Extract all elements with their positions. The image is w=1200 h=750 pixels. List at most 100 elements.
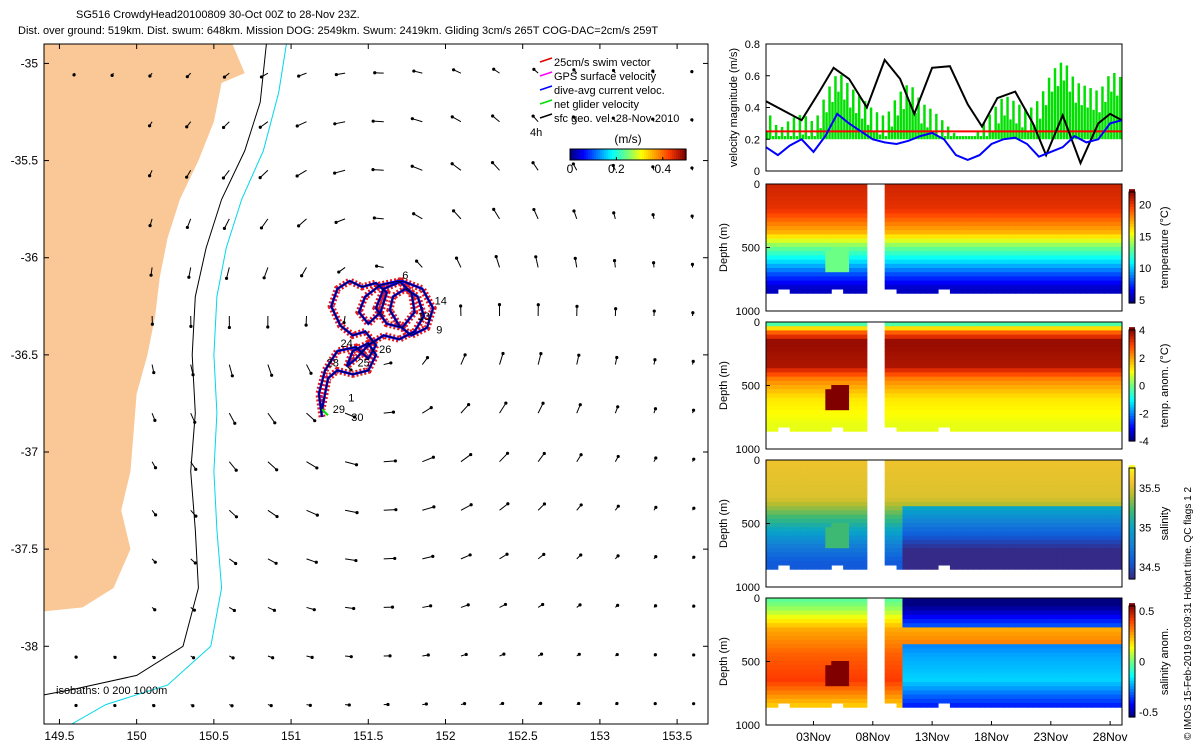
heatmap-cell	[1056, 385, 1064, 390]
heatmap-cell	[1021, 414, 1028, 420]
heatmap-cell	[1074, 221, 1081, 227]
heatmap-cell	[1027, 226, 1034, 231]
heatmap-cell	[985, 272, 992, 277]
geo-velocity-arrow-head	[611, 163, 615, 168]
heatmap-cell	[973, 359, 981, 365]
heatmap-cell	[949, 560, 957, 566]
heatmap-cell	[1003, 497, 1010, 503]
heatmap-cell	[1098, 364, 1105, 369]
heatmap-cell	[949, 410, 957, 415]
heatmap-cell	[926, 544, 933, 549]
heatmap-cell	[1009, 527, 1016, 532]
heatmap-cell	[789, 230, 797, 235]
heatmap-cell	[967, 184, 975, 189]
heatmap-cell	[1038, 410, 1046, 415]
heatmap-cell	[855, 343, 862, 348]
heatmap-cell	[920, 322, 927, 327]
heatmap-cell	[849, 468, 856, 474]
heatmap-cell	[1050, 401, 1058, 407]
heatmap-cell	[908, 196, 915, 202]
heatmap-cell	[1086, 410, 1093, 415]
heatmap-cell	[908, 493, 915, 499]
heatmap-cell	[819, 284, 826, 290]
heatmap-cell	[979, 234, 987, 240]
heatmap-cell	[843, 347, 850, 352]
heatmap-cell	[1015, 497, 1022, 503]
legend-swatch	[539, 99, 553, 105]
heatmap-cell	[1027, 192, 1034, 198]
heatmap-cell	[890, 389, 898, 394]
heatmap-cell	[967, 213, 975, 219]
heatmap-cell	[979, 401, 987, 407]
heatmap-cell	[949, 380, 957, 386]
heatmap-cell	[1050, 347, 1058, 352]
heatmap-cell	[783, 539, 791, 545]
heatmap-cell	[884, 376, 892, 382]
heatmap-cell	[801, 422, 809, 428]
heatmap-cell	[991, 401, 998, 407]
heatmap-cell	[1098, 242, 1105, 248]
geo-velocity-arrow-head	[506, 502, 510, 506]
heatmap-cell	[860, 565, 868, 570]
heatmap-cell	[1062, 276, 1070, 282]
heatmap-cell	[955, 255, 963, 261]
heatmap-cell	[807, 205, 814, 210]
heatmap-cell	[860, 497, 868, 503]
heatmap-cell	[979, 280, 987, 286]
heatmap-cell	[1003, 343, 1010, 348]
geo-velocity-arrow-head	[692, 555, 696, 559]
heatmap-cell	[1038, 460, 1046, 465]
geo-velocity-arrow	[306, 412, 316, 422]
heatmap-cell	[825, 556, 832, 562]
heatmap-cell	[985, 385, 992, 390]
heatmap-cell	[777, 343, 785, 348]
colorbar-cell	[576, 149, 579, 160]
heatmap-cell	[944, 485, 951, 490]
heatmap-cell	[1044, 213, 1052, 219]
heatmap-cell	[843, 234, 850, 240]
heatmap-cell	[819, 263, 826, 269]
heatmap-cell	[1044, 351, 1052, 357]
heatmap-cell	[1092, 242, 1099, 248]
heatmap-cell	[1015, 518, 1022, 524]
heatmap-cell	[902, 560, 909, 566]
heatmap-cell	[1015, 213, 1022, 219]
heatmap-cell	[961, 196, 969, 202]
heatmap-cell	[884, 330, 892, 336]
heatmap-cell	[813, 476, 820, 482]
heatmap-cell	[955, 322, 963, 327]
heatmap-cell	[1009, 523, 1016, 528]
heatmap-cell	[1116, 230, 1123, 235]
heatmap-cell	[967, 414, 975, 420]
colorbar-cell	[626, 149, 629, 160]
heatmap-cell	[783, 247, 791, 252]
heatmap-cell	[849, 401, 856, 407]
heatmap-cell	[771, 565, 779, 570]
heatmap-cell	[766, 385, 773, 390]
heatmap-cell	[1027, 200, 1034, 206]
heatmap-cell	[914, 247, 921, 252]
net-velocity-bar	[834, 76, 837, 140]
heatmap-cell	[783, 418, 791, 424]
day-label: 26	[379, 344, 391, 356]
heatmap-cell	[926, 523, 933, 528]
heatmap-cell	[795, 184, 803, 189]
heatmap-cell	[807, 464, 814, 469]
heatmap-cell	[766, 351, 773, 357]
heatmap-cell	[819, 364, 826, 369]
heatmap-cell	[1033, 380, 1040, 386]
heatmap-cell	[908, 523, 915, 528]
heatmap-cell	[1086, 209, 1093, 214]
heatmap-cell	[1003, 184, 1010, 189]
heatmap-cell	[1015, 514, 1022, 520]
heatmap-cell	[985, 280, 992, 286]
heatmap-cell	[783, 213, 791, 219]
heatmap-cell	[979, 217, 987, 223]
colorbar-cell	[670, 149, 673, 160]
map-x-tick-label: 151	[281, 729, 301, 743]
heatmap-cell	[1104, 242, 1111, 248]
heatmap-cell	[997, 468, 1004, 474]
heatmap-cell	[1056, 247, 1064, 252]
heatmap-cell	[783, 497, 791, 503]
heatmap-cell	[967, 380, 975, 386]
